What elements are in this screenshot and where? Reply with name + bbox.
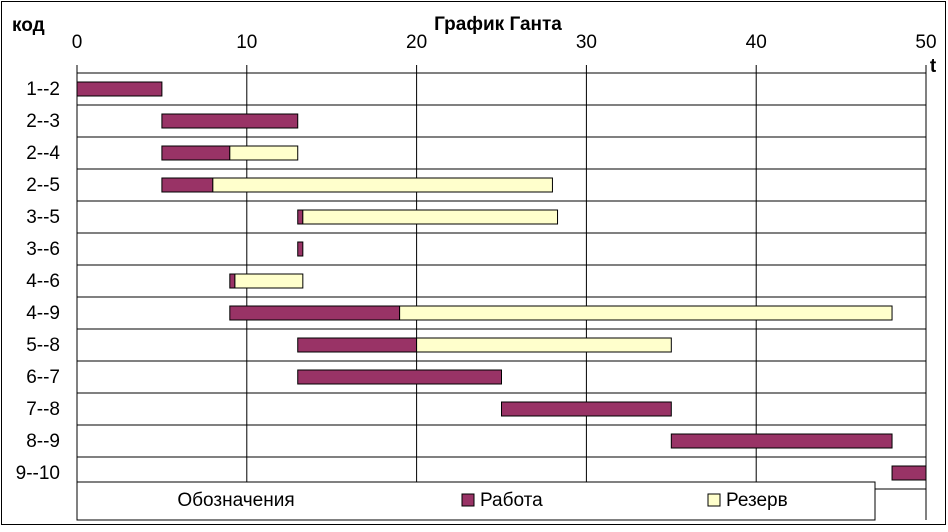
legend-label: Работа bbox=[480, 490, 543, 511]
x-tick-label: 40 bbox=[746, 32, 767, 53]
bar-work bbox=[297, 241, 304, 257]
x-axis-label: t bbox=[930, 56, 937, 77]
bar-reserve bbox=[399, 305, 893, 321]
bar-reserve bbox=[229, 145, 299, 161]
y-tick-label: 6--7 bbox=[26, 367, 60, 388]
bar-work bbox=[161, 177, 214, 193]
bar-work bbox=[891, 465, 927, 481]
x-tick-label: 10 bbox=[236, 32, 257, 53]
bar-work bbox=[161, 113, 299, 129]
y-tick-label: 5--8 bbox=[26, 335, 60, 356]
bar-work bbox=[297, 369, 502, 385]
y-tick-label: 2--4 bbox=[26, 143, 60, 164]
bar-work bbox=[297, 337, 418, 353]
bar-work bbox=[229, 305, 401, 321]
legend: Обозначения Работа Резерв bbox=[76, 481, 876, 521]
bar-work bbox=[76, 81, 163, 97]
legend-box bbox=[76, 481, 876, 521]
bar-reserve bbox=[302, 209, 559, 225]
y-tick-label: 4--9 bbox=[26, 303, 60, 324]
bar-work bbox=[229, 273, 236, 289]
legend-title: Обозначения bbox=[177, 490, 294, 511]
x-tick-label: 50 bbox=[915, 32, 936, 53]
y-tick-label: 2--5 bbox=[26, 175, 60, 196]
bar-reserve bbox=[416, 337, 672, 353]
bar-reserve bbox=[212, 177, 553, 193]
bar-work bbox=[297, 209, 304, 225]
y-tick-label: 2--3 bbox=[26, 111, 60, 132]
bar-reserve bbox=[234, 273, 304, 289]
y-tick-label: 7--8 bbox=[26, 399, 60, 420]
bar-work bbox=[161, 145, 231, 161]
legend-swatch bbox=[707, 493, 721, 507]
x-tick-label: 30 bbox=[576, 32, 597, 53]
bar-work bbox=[670, 433, 893, 449]
y-tick-label: 9--10 bbox=[16, 463, 60, 484]
legend-label: Резерв bbox=[726, 490, 788, 511]
x-tick-label: 0 bbox=[72, 32, 83, 53]
y-tick-label: 4--6 bbox=[26, 271, 60, 292]
y-axis-label: код bbox=[12, 15, 45, 36]
y-tick-label: 1--2 bbox=[26, 79, 60, 100]
legend-swatch bbox=[461, 493, 475, 507]
y-tick-label: 3--6 bbox=[26, 239, 60, 260]
y-tick-label: 8--9 bbox=[26, 431, 60, 452]
y-tick-label: 3--5 bbox=[26, 207, 60, 228]
bar-work bbox=[501, 401, 672, 417]
x-tick-label: 20 bbox=[406, 32, 427, 53]
chart-title: График Ганта bbox=[434, 14, 562, 35]
